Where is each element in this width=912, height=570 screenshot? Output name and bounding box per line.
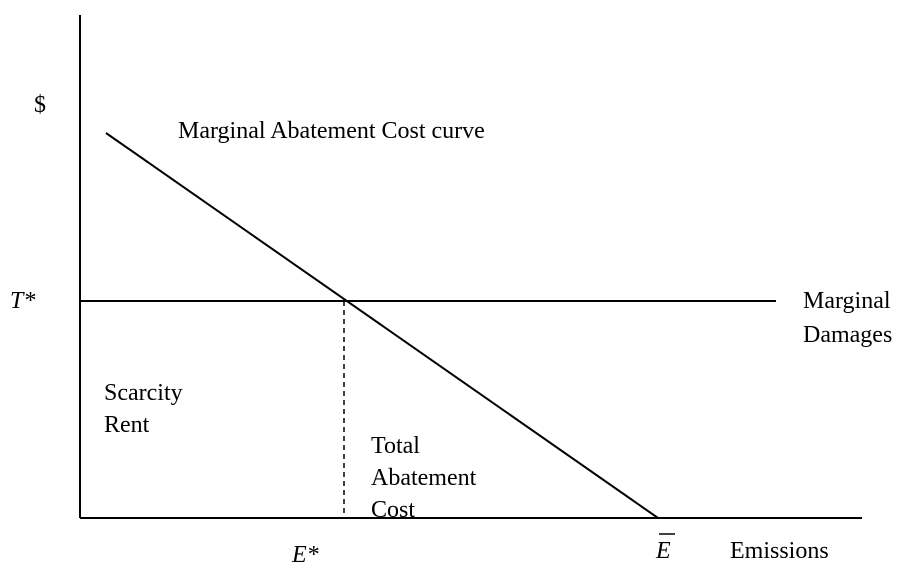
y-label: $ <box>34 92 46 118</box>
area-label: Scarcity <box>104 380 183 406</box>
e-star: E* <box>291 542 319 568</box>
area-label: Cost <box>371 497 415 523</box>
area-label: Rent <box>104 412 150 438</box>
mac-curve <box>105 132 659 519</box>
mac-label: Marginal Abatement Cost curve <box>178 118 485 144</box>
md-label: Damages <box>803 322 892 348</box>
t-star: T* <box>10 288 35 314</box>
area-label: Abatement <box>371 465 477 491</box>
e-bar: E <box>655 538 671 564</box>
x-label: Emissions <box>730 538 829 564</box>
area-label: Total <box>371 433 420 459</box>
md-label: Marginal <box>803 288 891 314</box>
